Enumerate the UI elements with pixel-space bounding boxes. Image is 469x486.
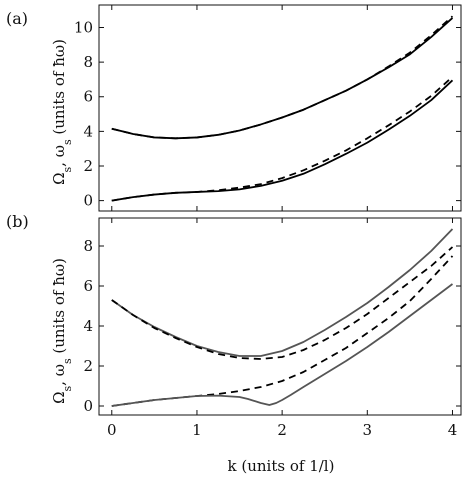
panel-b: 0 1 2 3 4 0 2 4 6 8 [83,217,462,439]
plot-frame [98,4,462,212]
y-tick-label: 0 [83,397,93,415]
y-axis-label-a: Ωs, ωs (units of ħω) [50,39,74,185]
panel-a-label: (a) [6,9,28,28]
dashed-series-line-2 [111,246,454,360]
y-tick-label: 4 [83,317,93,335]
solid-series-line-1 [111,17,454,140]
x-tick-label: 4 [448,421,458,439]
dashed-series-line-3 [111,255,454,407]
y-axis-label-b: Ωs, ωs (units of ħω) [50,258,74,404]
y-tick-label: 2 [83,157,93,175]
x-axis-label: k (units of 1/l) [228,457,335,475]
y-tick-label: 2 [83,357,93,375]
y-tick-label: 10 [74,19,93,37]
dashed-series-line-2 [111,15,454,140]
x-tick-label: 2 [277,421,287,439]
y-tick-label: 8 [83,53,93,71]
solid-series-line-3 [111,79,454,202]
dashed-series-line-4 [111,76,454,202]
panel-b-label: (b) [6,212,29,231]
plot-frame [98,217,462,416]
y-tick-label: 0 [83,192,93,210]
y-tick-label: 4 [83,122,93,140]
y-tick-label: 8 [83,237,93,255]
panel-a: 0 2 4 6 8 10 [74,4,462,212]
x-tick-label: 3 [363,421,373,439]
y-tick-label: 6 [83,88,93,106]
solid-series-line-1 [111,228,454,357]
x-tick-label: 1 [192,421,202,439]
y-tick-label: 6 [83,277,93,295]
solid-series-line-4 [111,283,454,407]
x-tick-label: 0 [107,421,117,439]
